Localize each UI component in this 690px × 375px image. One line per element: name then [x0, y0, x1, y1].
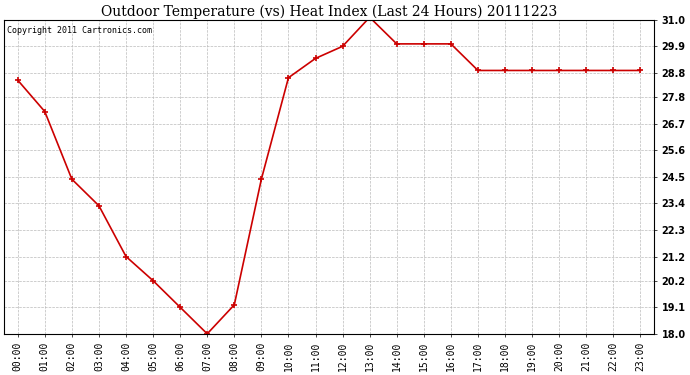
Text: Copyright 2011 Cartronics.com: Copyright 2011 Cartronics.com: [8, 26, 152, 35]
Title: Outdoor Temperature (vs) Heat Index (Last 24 Hours) 20111223: Outdoor Temperature (vs) Heat Index (Las…: [101, 4, 558, 18]
